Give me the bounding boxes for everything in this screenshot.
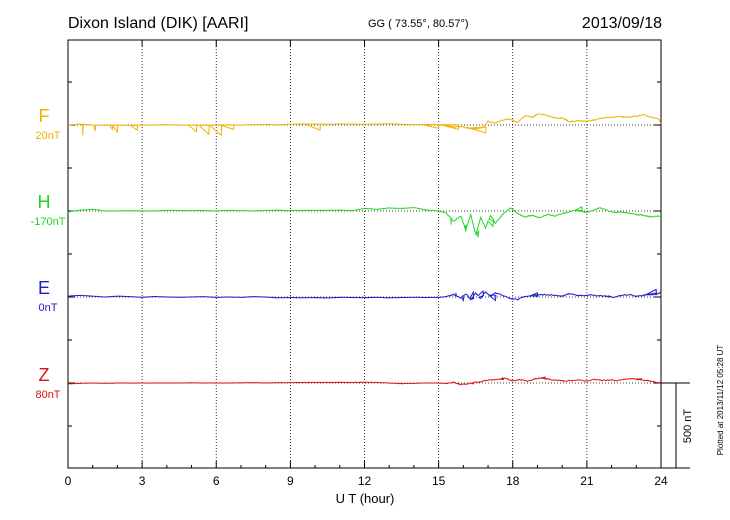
series-name-f: F bbox=[39, 106, 50, 126]
x-tick-label: 0 bbox=[65, 474, 72, 488]
series-name-z: Z bbox=[39, 365, 50, 385]
series-labels: F 20nT H -170nT E 0nT Z 80nT bbox=[31, 106, 66, 401]
series-line-h bbox=[67, 206, 662, 239]
x-tick-label: 21 bbox=[580, 474, 594, 488]
series-line-f bbox=[67, 113, 662, 137]
x-axis-label: U T (hour) bbox=[336, 491, 395, 506]
grid-lines bbox=[68, 40, 661, 468]
x-tick-label: 3 bbox=[139, 474, 146, 488]
series-line-e bbox=[67, 288, 662, 303]
x-tick-label: 18 bbox=[506, 474, 520, 488]
x-tick-label: 6 bbox=[213, 474, 220, 488]
x-tick-label: 24 bbox=[654, 474, 668, 488]
series-base-h: -170nT bbox=[31, 216, 66, 228]
x-tick-labels: 0 3 6 9 12 15 18 21 24 bbox=[65, 474, 668, 488]
series-group bbox=[67, 113, 662, 386]
x-tick-label: 15 bbox=[432, 474, 446, 488]
series-line-z bbox=[67, 376, 662, 386]
series-name-e: E bbox=[38, 278, 50, 298]
plotted-at-note: Plotted at 2013/11/12 05:28 UT bbox=[716, 345, 725, 456]
series-base-e: 0nT bbox=[39, 302, 58, 314]
series-base-f: 20nT bbox=[35, 130, 60, 142]
scale-bar-label: 500 nT bbox=[682, 409, 694, 444]
series-name-h: H bbox=[38, 192, 51, 212]
x-tick-label: 9 bbox=[287, 474, 294, 488]
station-coords: GG ( 73.55°, 80.57°) bbox=[368, 18, 469, 30]
plot-date: 2013/09/18 bbox=[582, 15, 662, 32]
station-title: Dixon Island (DIK) [AARI] bbox=[68, 15, 249, 32]
scale-bar: 500 nT bbox=[661, 382, 694, 469]
series-base-z: 80nT bbox=[35, 389, 60, 401]
x-tick-label: 12 bbox=[358, 474, 372, 488]
